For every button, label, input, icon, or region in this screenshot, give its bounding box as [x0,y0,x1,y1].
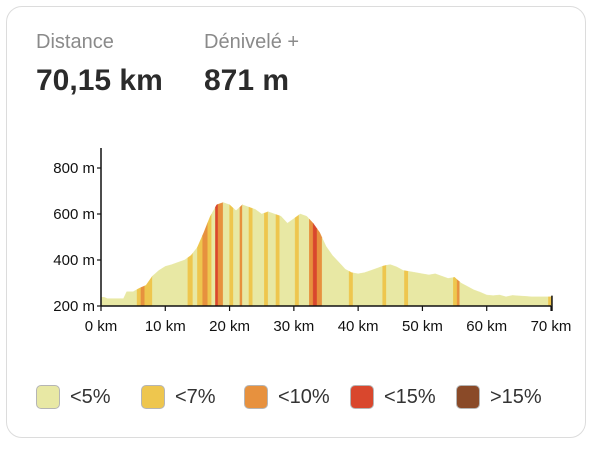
gradient-segment-28 [316,228,323,307]
legend-label-gt15: >15% [490,385,542,408]
gradient-segment-20 [264,211,269,307]
x-tick-label: 20 km [209,318,250,335]
gradient-segment-0 [100,289,138,307]
distance-value: 70,15 km [36,64,163,97]
x-tick-label: 40 km [338,318,379,335]
gradient-segment-8 [202,222,208,307]
x-tick-label: 50 km [402,318,443,335]
elevation-gain-stat: Dénivelé + 871 m [204,32,299,96]
legend-label-lt5: <5% [70,385,111,408]
legend-item-gt15: >15% [456,383,542,411]
gradient-segment-22 [275,214,280,307]
x-tick-label: 30 km [273,318,314,335]
gradient-segment-11 [215,204,219,307]
legend-swatch-gt15 [456,385,480,409]
distance-stat: Distance 70,15 km [36,32,163,96]
gradient-segment-26 [309,218,314,307]
gradient-segment-10 [211,207,216,307]
gradient-segment-25 [298,213,310,307]
legend-item-lt15: <15% [350,383,436,411]
gradient-segment-30 [348,270,354,307]
gradient-segment-16 [239,204,243,307]
legend-item-lt10: <10% [244,383,330,411]
gradient-segment-14 [229,204,234,307]
gradient-segment-19 [252,208,265,307]
x-tick-label: 10 km [145,318,186,335]
legend-label-lt7: <7% [175,385,216,408]
gradient-segment-5 [187,252,194,307]
gradient-segment-15 [233,206,241,307]
gradient-segment-37 [456,279,460,307]
x-tick-label: 0 km [85,318,118,335]
legend-item-lt7: <7% [141,383,216,411]
gradient-segment-24 [294,214,300,307]
gradient-segment-38 [459,281,549,307]
y-tick-label: 200 m [53,298,95,315]
gradient-segment-9 [207,213,212,307]
gradient-segment-18 [248,206,253,307]
legend-swatch-lt10 [244,385,268,409]
gradient-segment-32 [382,265,387,307]
legend-swatch-lt7 [141,385,165,409]
gradient-segment-23 [279,215,296,307]
elevation-gain-value: 871 m [204,64,290,97]
x-tick-label: 60 km [466,318,507,335]
elevation-profile-chart: 200 m 400 m 600 m 800 m 0 km 10 km 20 km 30 km 4… [53,148,572,335]
gradient-segment-12 [217,202,224,307]
x-tick-label: 70 km [531,318,572,335]
legend-item-lt5: <5% [36,383,111,411]
gradient-segment-33 [386,264,405,307]
gradient-segment-17 [242,204,250,307]
legend-label-lt10: <10% [278,385,330,408]
gradient-segment-31 [352,265,383,307]
y-tick-label: 400 m [53,252,95,269]
gradient-segment-3 [144,275,153,307]
gradient-segment-29 [321,237,350,307]
gradient-segment-4 [152,257,189,307]
gradient-segment-6 [192,246,198,307]
y-tick-label: 600 m [53,206,95,223]
legend-label-lt15: <15% [384,385,436,408]
gradient-segment-35 [408,271,454,307]
gradient-segment-7 [197,235,203,307]
y-tick-label: 800 m [53,160,95,177]
gradient-segment-2 [140,285,145,307]
distance-label: Distance [36,31,114,53]
elevation-gain-label: Dénivelé + [204,31,300,53]
gradient-segment-1 [136,287,142,307]
gradient-segment-21 [267,211,277,307]
gradient-segment-27 [312,222,318,307]
gradient-segment-34 [404,270,409,307]
gradient-segment-13 [222,202,230,307]
legend-swatch-lt5 [36,385,60,409]
legend-swatch-lt15 [350,385,374,409]
gradient-segment-36 [453,277,458,307]
